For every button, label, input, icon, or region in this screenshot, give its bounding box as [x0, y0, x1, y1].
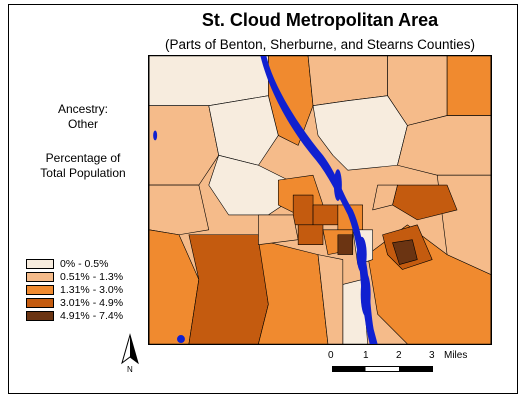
scale-tick: 0: [328, 350, 334, 361]
legend-label: 3.01% - 4.9%: [60, 296, 124, 309]
scale-tick: 1: [363, 350, 369, 361]
tract-region: [149, 56, 269, 106]
map-title: St. Cloud Metropolitan Area: [201, 10, 439, 30]
north-arrow-icon: N: [121, 333, 139, 373]
water-body: [176, 335, 185, 344]
ancestry-value: Other: [67, 117, 98, 131]
legend-swatch: [26, 258, 54, 269]
legend-label: 0% - 0.5%: [60, 257, 109, 270]
water-body: [153, 130, 158, 141]
tract-region: [337, 234, 354, 255]
legend-item: 0% - 0.5%: [26, 257, 123, 270]
tract-region: [372, 184, 398, 211]
percentage-label: Percentage of: [45, 151, 121, 165]
legend-item: 0.51% - 1.3%: [26, 270, 123, 283]
water-body: [333, 169, 342, 201]
tract-region: [149, 105, 220, 186]
legend-swatch: [26, 284, 54, 295]
scale-tick: 3: [429, 350, 435, 361]
water-body: [356, 236, 367, 273]
ancestry-label: Ancestry:: [57, 102, 108, 116]
tract-region: [446, 56, 491, 116]
legend: 0% - 0.5% 0.51% - 1.3% 1.31% - 3.0% 3.01…: [26, 257, 123, 322]
legend-label: 4.91% - 7.4%: [60, 309, 124, 322]
tract-region: [397, 115, 491, 176]
tract-region: [258, 239, 329, 344]
tract-region: [297, 224, 324, 245]
tract-region: [292, 194, 314, 226]
tract-region: [188, 234, 269, 344]
total-population-label: Total Population: [40, 166, 126, 180]
tract-region: [208, 95, 279, 166]
tract-region: [149, 184, 210, 236]
map-subtitle: (Parts of Benton, Sherburne, and Stearns…: [165, 37, 475, 52]
legend-item: 1.31% - 3.0%: [26, 283, 123, 296]
scale-bar-graphic: [332, 366, 433, 372]
tract-region: [258, 214, 299, 245]
legend-label: 1.31% - 3.0%: [60, 283, 124, 296]
legend-swatch: [26, 310, 54, 321]
tract-region: [392, 239, 418, 265]
legend-swatch: [26, 297, 54, 308]
water-body: [360, 272, 371, 317]
legend-item: 4.91% - 7.4%: [26, 309, 123, 322]
choropleth-map: [148, 55, 492, 345]
legend-label: 0.51% - 1.3%: [60, 270, 124, 283]
scale-unit: Miles: [444, 350, 468, 361]
legend-item: 3.01% - 4.9%: [26, 296, 123, 309]
tract-region: [317, 254, 344, 344]
north-label: N: [127, 365, 133, 373]
scale-tick: 2: [396, 350, 402, 361]
scale-bar: 0 1 2 3 Miles: [322, 350, 482, 380]
legend-swatch: [26, 271, 54, 282]
tract-region: [312, 204, 339, 226]
